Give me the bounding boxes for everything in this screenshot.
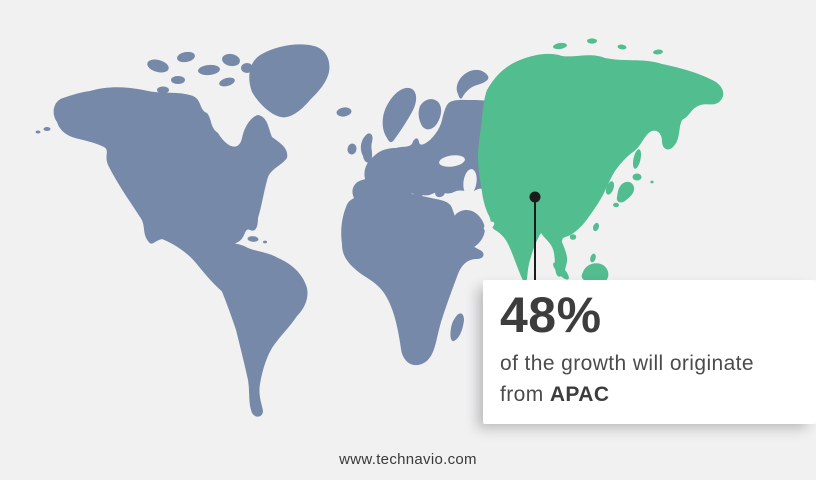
stat-value: 48% <box>500 287 602 343</box>
inland-seas <box>439 155 495 231</box>
region-label: APAC <box>549 383 610 406</box>
island-iceland <box>336 107 352 117</box>
footer-website-url: www.technavio.com <box>339 451 477 468</box>
apac-marker-dot <box>529 191 541 203</box>
continent-africa <box>341 190 484 366</box>
region-arabia <box>451 209 485 250</box>
region-apac-highlight <box>478 38 724 285</box>
stat-description-prefix: from <box>500 383 544 406</box>
stat-description-line2: from APAC <box>500 379 806 410</box>
continent-south-america <box>206 243 308 417</box>
continent-north-america <box>35 51 288 295</box>
island-greenland <box>249 44 330 118</box>
stat-description-line1: of the growth will originate <box>500 352 754 375</box>
stat-callout-card: 48% of the growth will originate from AP… <box>483 280 816 424</box>
continent-europe <box>347 69 500 202</box>
